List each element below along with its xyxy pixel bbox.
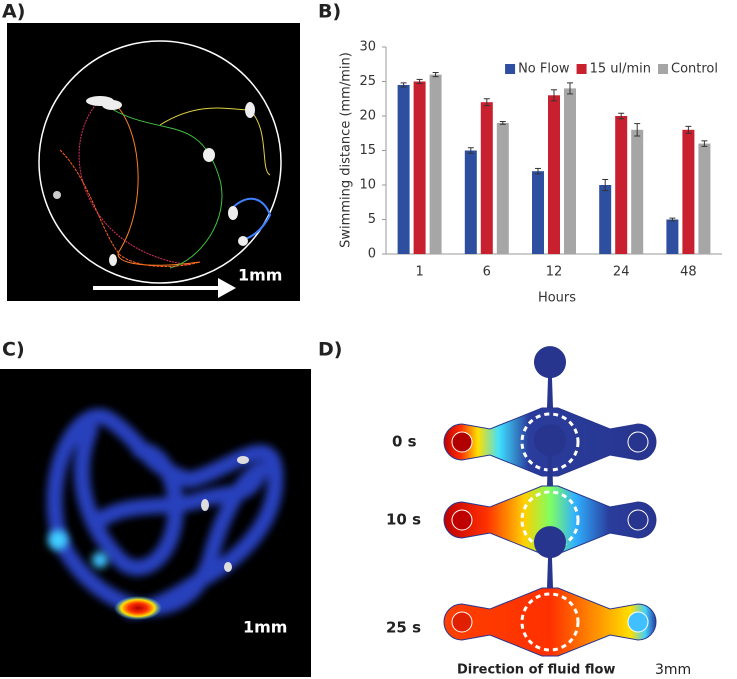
bar	[413, 81, 426, 254]
y-tick-label: 5	[368, 212, 376, 227]
panel-label: D)	[318, 339, 342, 361]
legend-swatch	[576, 64, 587, 74]
x-tick-label: 12	[546, 265, 563, 280]
bar	[464, 150, 477, 254]
bar	[397, 84, 410, 254]
y-axis-title: Swimming distance (mm/min)	[339, 52, 354, 248]
bar	[698, 143, 711, 254]
y-tick-label: 15	[359, 143, 376, 158]
x-tick-label: 48	[680, 265, 697, 280]
bar	[615, 116, 628, 254]
heatmap-image	[0, 369, 311, 677]
x-axis-title: Hours	[538, 291, 576, 306]
bar	[564, 88, 576, 255]
bar	[496, 122, 509, 255]
y-tick-label: 30	[359, 40, 376, 55]
legend-swatch	[658, 64, 668, 74]
x-tick-label: 24	[613, 265, 630, 280]
bar	[666, 219, 679, 254]
bar	[480, 102, 493, 254]
caption: Direction of fluid flow	[457, 663, 615, 678]
simulation-image	[443, 346, 657, 657]
time-label: 10 s	[386, 511, 421, 529]
panel-label: C)	[2, 339, 25, 361]
bar	[599, 185, 612, 254]
legend-label: 15 ul/min	[590, 62, 651, 77]
bar	[631, 129, 644, 254]
scale-label: 3mm	[655, 662, 691, 678]
legend-label: No Flow	[518, 62, 570, 77]
bar-chart: 0 5 10 15 20 25 30 1 6 12 24 48 No Flow 15 ul/min Cont…	[359, 40, 722, 280]
y-tick-label: 10	[359, 178, 376, 193]
x-tick-label: 1	[415, 265, 423, 280]
legend-swatch	[505, 64, 516, 74]
panel-label: A)	[2, 1, 25, 23]
tracking-image	[7, 23, 300, 301]
bar	[548, 95, 560, 254]
panel-label: B)	[318, 1, 341, 23]
y-tick-label: 25	[359, 74, 376, 89]
bar	[532, 171, 544, 254]
bar	[682, 129, 695, 254]
scale-label: 1mm	[238, 266, 282, 285]
x-tick-label: 6	[483, 265, 491, 280]
legend-label: Control	[671, 62, 718, 77]
scale-label: 1mm	[243, 618, 287, 637]
time-label: 25 s	[386, 619, 421, 637]
time-label: 0 s	[392, 433, 417, 451]
bar	[429, 74, 442, 254]
y-tick-label: 20	[359, 109, 376, 124]
y-tick-label: 0	[368, 247, 376, 262]
